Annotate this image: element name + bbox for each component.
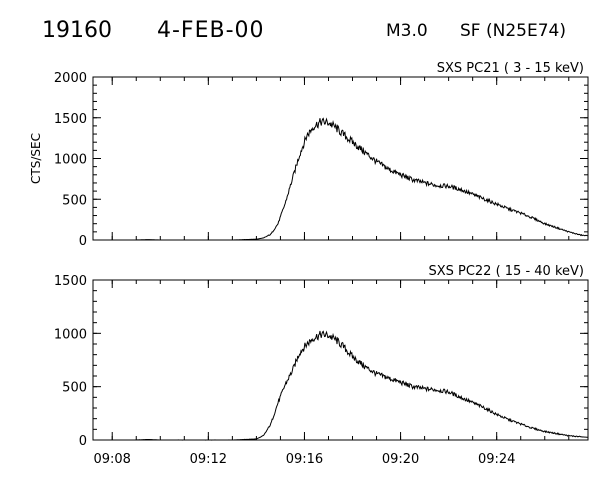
y-tick-label: 1000 [54,327,87,342]
event-date: 4-FEB-00 [157,18,265,43]
y-axis-label: CTS/SEC [29,133,43,184]
y-tick-label: 1500 [54,274,87,289]
y-tick-label: 0 [79,234,87,249]
x-tick-label: 09:24 [478,452,515,467]
x-tick-label: 09:12 [190,452,227,467]
y-tick-label: 2000 [54,71,87,86]
y-tick-label: 0 [79,434,87,449]
count-rate-line [133,117,589,241]
plot-frame [92,279,589,441]
flare-class: M3.0 [386,21,428,41]
x-tick-label: 09:08 [93,452,130,467]
flare-location: SF (N25E74) [460,21,566,41]
y-tick-label: 500 [62,381,87,396]
event-number: 19160 [42,18,112,43]
plot-frame [92,76,589,241]
x-tick-label: 09:20 [382,452,419,467]
channel-label: SXS PC22 ( 15 - 40 keV) [428,264,584,279]
x-tick-label: 09:16 [286,452,323,467]
y-tick-label: 1500 [54,112,87,127]
channel-label: SXS PC21 ( 3 - 15 keV) [437,61,584,76]
count-rate-line [133,330,589,441]
y-tick-label: 1000 [54,153,87,168]
y-tick-label: 500 [62,193,87,208]
